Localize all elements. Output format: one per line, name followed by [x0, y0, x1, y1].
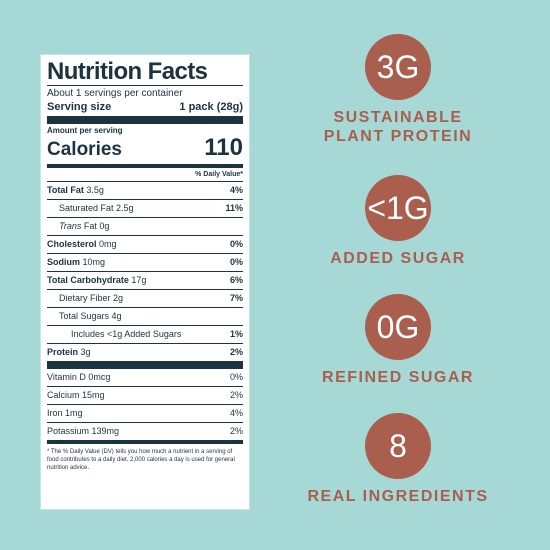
nutrient-name: Total Carbohydrate: [47, 275, 129, 285]
nutrient-row-total-sugars: Total Sugars 4g: [47, 307, 243, 325]
nutrient-amount: 17g: [131, 275, 147, 285]
nutrient-name: Total Fat: [47, 185, 84, 195]
thick-divider: [47, 361, 243, 369]
badge-ingredients: 8 REAL INGREDIENTS: [268, 413, 528, 506]
nutrient-dv: 0%: [229, 239, 243, 249]
servings-per-container: About 1 servings per container: [47, 88, 183, 99]
nutrient-row-total-carbohydrate: Total Carbohydrate 17g 6%: [47, 271, 243, 289]
vitamin-name: Vitamin D 0mcg: [47, 372, 111, 382]
nutrient-name: Includes <1g Added Sugars: [71, 329, 182, 339]
nutrient-dv: 2%: [229, 347, 243, 357]
daily-value-footnote: * The % Daily Value (DV) tells you how m…: [47, 449, 235, 471]
calories-label: Calories: [47, 139, 122, 160]
nutrient-amount: 3.5g: [86, 185, 104, 195]
vitamin-row: Iron 1mg 4%: [47, 404, 243, 422]
badge-circle: 0G: [365, 294, 431, 360]
nutrient-dv: 11%: [225, 203, 243, 213]
vitamin-dv: 2%: [229, 426, 243, 436]
nutrient-row-protein: Protein 3g 2%: [47, 343, 243, 361]
nutrient-row-total-fat: Total Fat 3.5g 4%: [47, 181, 243, 199]
serving-size: Serving size 1 pack (28g): [47, 100, 243, 114]
nutrient-dv: 6%: [229, 275, 243, 285]
vitamin-dv: 0%: [229, 372, 243, 382]
nutrient-amount: Fat 0g: [83, 221, 110, 231]
nutrient-row-sodium: Sodium 10mg 0%: [47, 253, 243, 271]
nutrient-dv: 4%: [229, 185, 243, 195]
badge-circle: <1G: [365, 175, 431, 241]
nutrient-name: Protein: [47, 347, 79, 357]
badge-protein: 3G SUSTAINABLE PLANT PROTEIN: [268, 34, 528, 146]
nutrient-name: Trans: [59, 221, 82, 231]
vitamin-dv: 2%: [229, 390, 243, 400]
nutrient-row-cholesterol: Cholesterol 0mg 0%: [47, 235, 243, 253]
nutrient-name: Total Sugars 4g: [59, 311, 122, 321]
nutrient-name: Sodium: [47, 257, 80, 267]
amount-per-serving: Amount per serving: [47, 126, 123, 135]
badge-label: SUSTAINABLE PLANT PROTEIN: [323, 109, 473, 145]
nutrient-dv: 0%: [229, 257, 243, 267]
vitamin-name: Calcium 15mg: [47, 390, 105, 400]
calories-row: Calories 110: [47, 136, 243, 162]
serving-size-value: 1 pack (28g): [179, 101, 243, 113]
badge-circle: 8: [365, 413, 431, 479]
calories-value: 110: [204, 134, 243, 161]
vitamin-dv: 4%: [229, 408, 243, 418]
badge-label: REFINED SUGAR: [322, 369, 474, 386]
nutrient-row-added-sugars: Includes <1g Added Sugars 1%: [47, 325, 243, 343]
nutrition-facts-panel: Nutrition Facts About 1 servings per con…: [40, 54, 250, 510]
vitamin-row: Vitamin D 0mcg 0%: [47, 369, 243, 386]
nutrient-name: Cholesterol: [47, 239, 97, 249]
daily-value-header: % Daily Value*: [195, 171, 243, 178]
serving-size-label: Serving size: [47, 101, 112, 113]
badge-refined-sugar: 0G REFINED SUGAR: [268, 294, 528, 387]
thick-divider: [47, 116, 243, 124]
nutrient-row-trans-fat: Trans Fat 0g: [47, 217, 243, 235]
badge-added-sugar: <1G ADDED SUGAR: [268, 175, 528, 268]
vitamin-name: Iron 1mg: [47, 408, 83, 418]
nutrient-row-dietary-fiber: Dietary Fiber 2g 7%: [47, 289, 243, 307]
nutrition-facts-title: Nutrition Facts: [47, 58, 208, 85]
nutrient-amount: 0mg: [99, 239, 117, 249]
nutrient-amount: 3g: [80, 347, 91, 357]
nutrient-name: Saturated Fat 2.5g: [59, 203, 134, 213]
nutrient-name: Dietary Fiber 2g: [59, 293, 124, 303]
badge-label: ADDED SUGAR: [330, 250, 466, 267]
nutrient-row-saturated-fat: Saturated Fat 2.5g 11%: [47, 199, 243, 217]
nutrient-dv: 1%: [229, 329, 243, 339]
vitamin-row: Potassium 139mg 2%: [47, 422, 243, 440]
badge-circle: 3G: [365, 34, 431, 100]
badge-label: REAL INGREDIENTS: [307, 488, 489, 505]
medium-divider: [47, 164, 243, 168]
nutrient-amount: 10mg: [82, 257, 106, 267]
vitamin-row: Calcium 15mg 2%: [47, 386, 243, 404]
nutrient-dv: 7%: [229, 293, 243, 303]
vitamin-name: Potassium 139mg: [47, 426, 120, 436]
divider: [47, 85, 243, 86]
medium-divider: [47, 440, 243, 444]
